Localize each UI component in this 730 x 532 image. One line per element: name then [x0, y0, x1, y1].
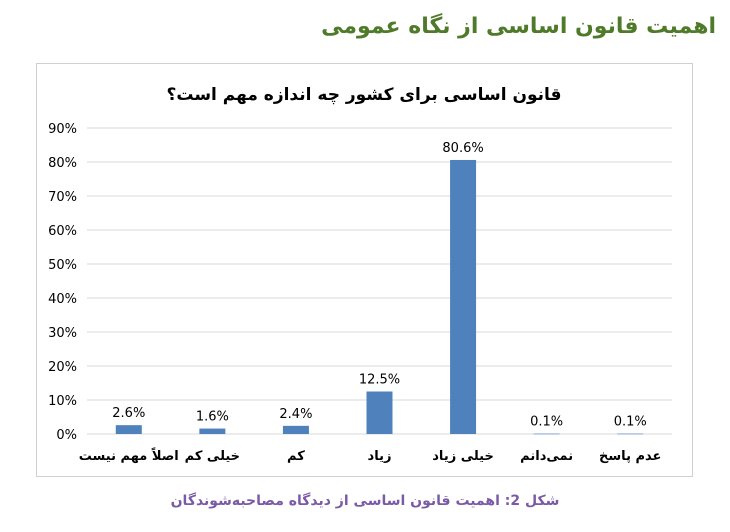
- y-tick-label: 20%: [48, 360, 77, 375]
- x-tick-label: کم: [287, 449, 305, 464]
- bar: [199, 428, 226, 434]
- x-tick-label: زیاد: [368, 449, 392, 464]
- data-label: 2.4%: [279, 407, 312, 422]
- data-label: 1.6%: [196, 410, 229, 425]
- x-axis-ticks: اصلاً مهم نیست خیلی کم کم زیاد خیلی زیاد نمی‌…: [79, 447, 662, 464]
- bar: [115, 425, 142, 434]
- bars: [115, 159, 644, 435]
- bar: [450, 159, 477, 434]
- y-tick-label: 60%: [48, 224, 77, 239]
- data-label: 12.5%: [359, 373, 400, 388]
- gridlines: [87, 127, 672, 435]
- y-axis-ticks: 0% 10% 20% 30% 40% 50% 60% 70% 80% 90%: [48, 122, 77, 443]
- bar: [366, 391, 393, 434]
- y-tick-label: 0%: [56, 428, 77, 443]
- bar-chart: قانون اساسی برای کشور چه اندازه مهم است؟…: [48, 85, 672, 464]
- y-tick-label: 90%: [48, 122, 77, 137]
- x-tick-label: نمی‌دانم: [520, 449, 573, 464]
- data-label: 0.1%: [614, 415, 647, 430]
- y-tick-label: 70%: [48, 190, 77, 205]
- data-labels: 2.6% 1.6% 2.4% 12.5% 80.6% 0.1% 0.1%: [112, 141, 646, 430]
- y-tick-label: 10%: [48, 394, 77, 409]
- data-label: 80.6%: [442, 141, 483, 156]
- y-tick-label: 80%: [48, 156, 77, 171]
- bar: [282, 425, 309, 434]
- x-tick-label: خیلی کم: [185, 449, 240, 464]
- chart-title: قانون اساسی برای کشور چه اندازه مهم است؟: [166, 85, 561, 105]
- y-tick-label: 50%: [48, 258, 77, 273]
- x-tick-label: اصلاً مهم نیست: [79, 447, 179, 464]
- y-tick-label: 30%: [48, 326, 77, 341]
- bar: [533, 433, 560, 435]
- bar: [617, 433, 644, 435]
- x-tick-label: عدم پاسخ: [599, 449, 661, 464]
- figure-caption: شکل 2: اهمیت قانون اساسی از دیدگاه مصاحب…: [170, 493, 560, 509]
- page-title: اهمیت قانون اساسی از نگاه عمومی: [321, 14, 716, 39]
- y-tick-label: 40%: [48, 292, 77, 307]
- data-label: 0.1%: [530, 415, 563, 430]
- data-label: 2.6%: [112, 406, 145, 421]
- x-tick-label: خیلی زیاد: [432, 449, 494, 464]
- chart-frame: قانون اساسی برای کشور چه اندازه مهم است؟…: [36, 63, 693, 477]
